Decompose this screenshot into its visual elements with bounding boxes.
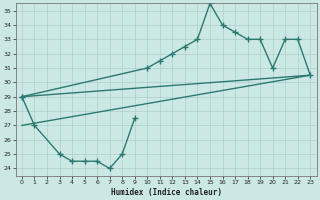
X-axis label: Humidex (Indice chaleur): Humidex (Indice chaleur) [111, 188, 221, 197]
